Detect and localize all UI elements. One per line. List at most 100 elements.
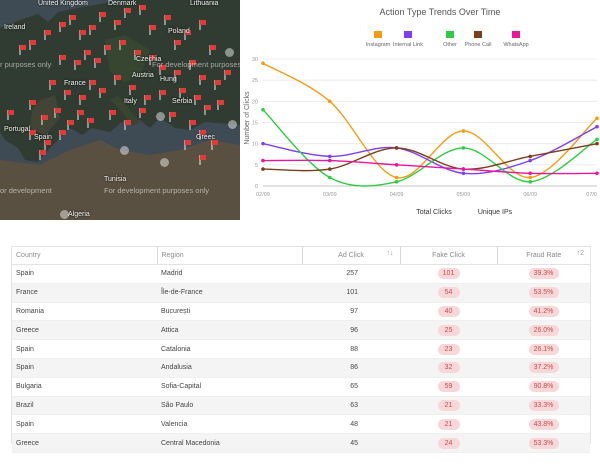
footer-unique-ips[interactable]: Unique IPs — [478, 209, 513, 216]
data-point[interactable] — [528, 171, 532, 176]
column-header-ad-click[interactable]: Ad Click ↑↓ — [302, 247, 401, 265]
map-cluster-dot[interactable] — [160, 158, 169, 167]
map-flag-marker[interactable] — [120, 40, 126, 45]
map-flag-marker[interactable] — [40, 150, 46, 155]
map-flag-marker[interactable] — [88, 118, 94, 123]
data-point[interactable] — [261, 167, 265, 171]
data-point[interactable] — [595, 137, 599, 142]
map-cluster-dot[interactable] — [156, 112, 165, 121]
map-flag-marker[interactable] — [200, 75, 206, 80]
map-flag-marker[interactable] — [78, 110, 84, 115]
table-row[interactable]: France Île-de-France 101 54 53.5% — [12, 283, 590, 303]
map-flag-marker[interactable] — [160, 90, 166, 95]
map-flag-marker[interactable] — [45, 30, 51, 35]
series-line-phone-call[interactable] — [262, 142, 598, 172]
column-header-country[interactable]: Country — [12, 247, 158, 265]
data-point[interactable] — [328, 154, 332, 159]
series-line-other[interactable] — [262, 109, 598, 187]
map-flag-marker[interactable] — [30, 100, 36, 105]
data-point[interactable] — [595, 141, 599, 146]
map-flag-marker[interactable] — [115, 20, 121, 25]
map-flag-marker[interactable] — [140, 5, 146, 10]
map-flag-marker[interactable] — [8, 110, 14, 115]
data-point[interactable] — [261, 108, 265, 112]
sort-icon[interactable]: ↑↓ — [386, 250, 394, 257]
map-flag-marker[interactable] — [30, 40, 36, 45]
map-flag-marker[interactable] — [70, 15, 76, 20]
map-flag-marker[interactable] — [115, 75, 121, 80]
data-point[interactable] — [261, 61, 265, 66]
table-row[interactable]: Greece Attica 96 25 26.0% — [12, 320, 590, 341]
map-flag-marker[interactable] — [225, 70, 231, 75]
map-flag-marker[interactable] — [20, 45, 26, 50]
footer-total-clicks[interactable]: Total Clicks — [416, 209, 452, 216]
data-point[interactable] — [394, 146, 399, 150]
map-flag-marker[interactable] — [190, 60, 196, 65]
map-flag-marker[interactable] — [80, 95, 86, 100]
data-point[interactable] — [328, 158, 332, 163]
map-flag-marker[interactable] — [215, 80, 221, 85]
map-flag-marker[interactable] — [185, 30, 191, 35]
legend-swatch[interactable] — [474, 31, 482, 38]
data-point[interactable] — [528, 175, 532, 180]
map-flag-marker[interactable] — [80, 30, 86, 35]
map-flag-marker[interactable] — [150, 25, 156, 30]
data-point[interactable] — [328, 99, 332, 104]
legend-label[interactable]: Other — [443, 42, 457, 48]
map-flag-marker[interactable] — [170, 112, 176, 117]
map-flag-marker[interactable] — [68, 120, 74, 125]
legend-swatch[interactable] — [404, 31, 412, 38]
legend-label[interactable]: WhatsApp — [503, 42, 528, 48]
map-cluster-dot[interactable] — [60, 210, 69, 219]
table-row[interactable]: Spain Valencia 48 21 43.8% — [12, 414, 590, 435]
data-point[interactable] — [394, 163, 399, 167]
map-flag-marker[interactable] — [60, 55, 66, 60]
map-flag-marker[interactable] — [190, 120, 196, 125]
map-flag-marker[interactable] — [45, 140, 51, 145]
map-flag-marker[interactable] — [195, 95, 201, 100]
legend-swatch[interactable] — [446, 31, 454, 38]
map-flag-marker[interactable] — [165, 15, 171, 20]
table-row[interactable]: Spain Catalonia 88 23 26.1% — [12, 339, 590, 359]
map-flag-marker[interactable] — [100, 12, 106, 17]
map-flag-marker[interactable] — [100, 88, 106, 93]
legend-label[interactable]: Phone Call — [465, 42, 492, 48]
data-point[interactable] — [595, 171, 599, 176]
table-row[interactable]: Romania București 97 40 41.2% — [12, 302, 590, 322]
data-point[interactable] — [461, 171, 466, 176]
legend-swatch[interactable] — [374, 31, 382, 38]
table-row[interactable]: Bulgaria Sofia-Capital 65 59 90.8% — [12, 377, 590, 397]
data-point[interactable] — [528, 154, 532, 159]
table-row[interactable]: Spain Andalusia 86 32 37.2% — [12, 358, 590, 378]
map-flag-marker[interactable] — [110, 110, 116, 115]
table-row[interactable]: Brazil São Paulo 63 21 33.3% — [12, 396, 590, 416]
data-point[interactable] — [261, 158, 265, 163]
series-line-whatsapp[interactable] — [262, 159, 598, 175]
map-flag-marker[interactable] — [210, 45, 216, 50]
legend-label[interactable]: Internal Link — [393, 42, 423, 48]
map-flag-marker[interactable] — [200, 155, 206, 160]
data-point[interactable] — [328, 175, 332, 180]
map-flag-marker[interactable] — [130, 85, 136, 90]
map-flag-marker[interactable] — [75, 60, 81, 65]
map-flag-marker[interactable] — [105, 45, 111, 50]
map-flag-marker[interactable] — [50, 80, 56, 85]
map-canvas[interactable] — [0, 0, 240, 220]
map-flag-marker[interactable] — [90, 25, 96, 30]
map-flag-marker[interactable] — [185, 140, 191, 145]
map-flag-marker[interactable] — [90, 80, 96, 85]
map-panel[interactable]: United Kingdom Denmark Lithuania Ireland… — [0, 0, 240, 220]
data-point[interactable] — [528, 158, 532, 163]
map-flag-marker[interactable] — [200, 20, 206, 25]
data-point[interactable] — [394, 175, 399, 180]
map-flag-marker[interactable] — [125, 120, 131, 125]
map-flag-marker[interactable] — [135, 50, 141, 55]
map-flag-marker[interactable] — [160, 65, 166, 70]
map-flag-marker[interactable] — [30, 130, 36, 135]
map-flag-marker[interactable] — [145, 95, 151, 100]
table-row[interactable]: Spain Madrid 257 101 39.3% — [12, 264, 590, 284]
map-cluster-dot[interactable] — [228, 120, 237, 129]
data-point[interactable] — [394, 179, 399, 184]
data-point[interactable] — [461, 146, 466, 150]
data-point[interactable] — [261, 141, 265, 146]
